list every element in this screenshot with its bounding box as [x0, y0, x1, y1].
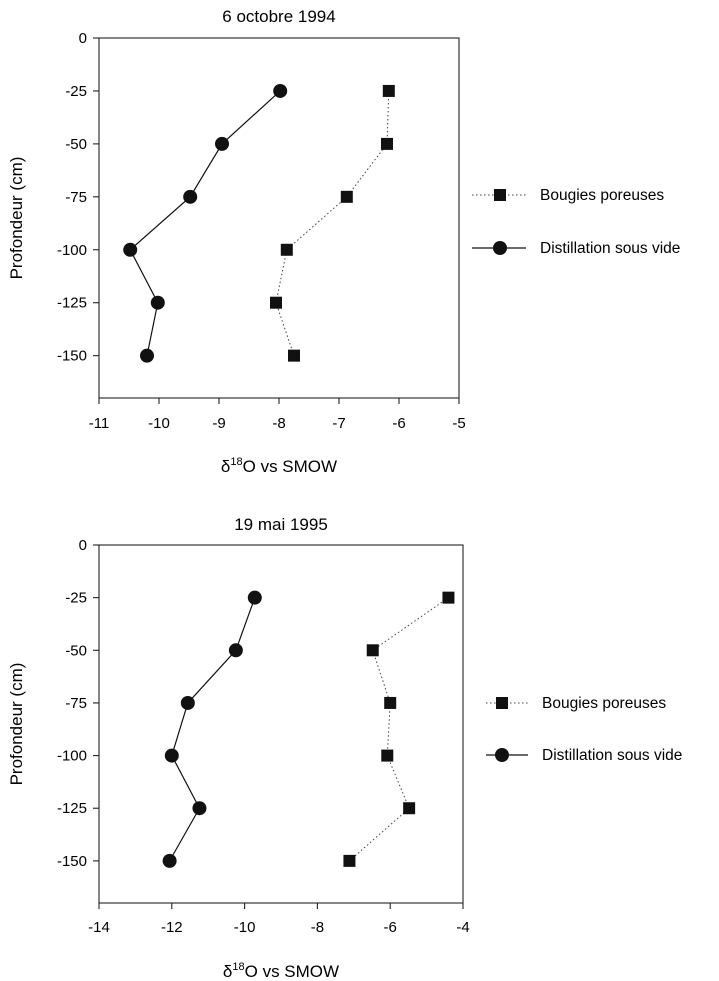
data-point-square [340, 190, 353, 203]
plot-frame [98, 544, 464, 904]
x-tick-label: -6 [384, 919, 397, 936]
y-tick-label: 0 [79, 30, 87, 47]
x-tick-label: -5 [452, 415, 465, 432]
series-line-distillation [129, 90, 281, 356]
data-point-square [403, 802, 416, 815]
data-point-circle [192, 801, 207, 816]
data-point-square [442, 591, 455, 604]
legend-marker-circle [495, 748, 509, 762]
data-point-square [280, 243, 293, 256]
series-line-bougies [275, 90, 390, 356]
y-tick-label: -25 [65, 590, 87, 607]
x-tick-label: -8 [272, 415, 285, 432]
x-axis-title-sup: 18 [230, 456, 242, 468]
chart-title: 19 mai 1995 [234, 515, 328, 534]
x-axis-title-rest: O vs SMOW [243, 457, 337, 476]
x-tick-label: -11 [89, 415, 110, 432]
data-point-circle [140, 348, 154, 363]
data-point-square [366, 644, 379, 657]
data-point-circle [180, 695, 195, 710]
data-point-circle [215, 136, 229, 151]
y-tick-label: -75 [65, 695, 87, 712]
y-tick-label: 0 [79, 537, 87, 554]
data-point-circle [150, 295, 165, 310]
data-point-square [384, 696, 397, 709]
data-point-circle [123, 242, 138, 257]
y-tick-label: -100 [57, 242, 87, 259]
x-axis-title-base: δ [223, 962, 232, 981]
x-tick-label: -6 [392, 415, 405, 432]
x-tick-label: -8 [311, 919, 324, 936]
x-tick-label: -10 [234, 919, 256, 936]
x-axis-title: δ18O vs SMOW [223, 961, 339, 981]
y-tick-label: -100 [57, 748, 87, 765]
y-axis-title: Profondeur (cm) [7, 157, 26, 280]
y-tick-label: -150 [57, 853, 87, 870]
chart-title: 6 octobre 1994 [222, 7, 335, 26]
y-tick-label: -125 [57, 800, 87, 817]
data-point-square [270, 296, 282, 309]
data-point-square [381, 137, 393, 150]
data-point-circle [273, 83, 288, 98]
data-point-circle [162, 853, 177, 868]
data-point-square [288, 349, 300, 362]
data-point-square [382, 84, 395, 97]
x-axis-title-rest: O vs SMOW [245, 962, 339, 981]
chart-panel-2: 19 mai 1995 0 -25 -50 -75 -100 -125 -150 -14 -12 -… [7, 515, 682, 981]
x-tick-label: -14 [88, 919, 110, 936]
legend-label: Bougies poreuses [542, 695, 666, 712]
data-point-circle [183, 189, 198, 204]
x-tick-label: -7 [332, 415, 345, 432]
x-tick-label: -12 [161, 919, 183, 936]
x-tick-label: -4 [456, 919, 469, 936]
chart-panel-1: 6 octobre 1994 0 -25 -50 -75 -100 -125 -150 -11 -… [7, 7, 680, 476]
y-tick-label: -50 [65, 642, 87, 659]
data-point-square [343, 854, 356, 867]
x-axis-title-base: δ [221, 457, 230, 476]
y-tick-label: -125 [57, 295, 87, 312]
x-axis-title-sup: 18 [232, 961, 244, 973]
data-point-circle [247, 590, 262, 605]
legend-marker-square [496, 697, 508, 709]
y-axis-title: Profondeur (cm) [7, 663, 26, 786]
legend-label: Distillation sous vide [542, 747, 682, 764]
data-point-circle [164, 748, 179, 763]
data-point-square [381, 749, 394, 762]
y-tick-label: -150 [57, 348, 87, 365]
x-tick-label: -9 [212, 415, 225, 432]
data-point-circle [228, 643, 243, 658]
series-line-bougies [349, 597, 449, 862]
legend-label: Bougies poreuses [540, 187, 664, 204]
series-line-distillation [169, 597, 256, 862]
x-tick-label: -10 [148, 415, 170, 432]
x-axis-title: δ18O vs SMOW [221, 456, 337, 476]
y-tick-label: -75 [65, 189, 87, 206]
legend-label: Distillation sous vide [540, 240, 680, 257]
y-tick-label: -50 [65, 136, 87, 153]
y-tick-label: -25 [65, 83, 87, 100]
legend-marker-circle [493, 241, 507, 255]
legend-marker-square [494, 189, 506, 201]
